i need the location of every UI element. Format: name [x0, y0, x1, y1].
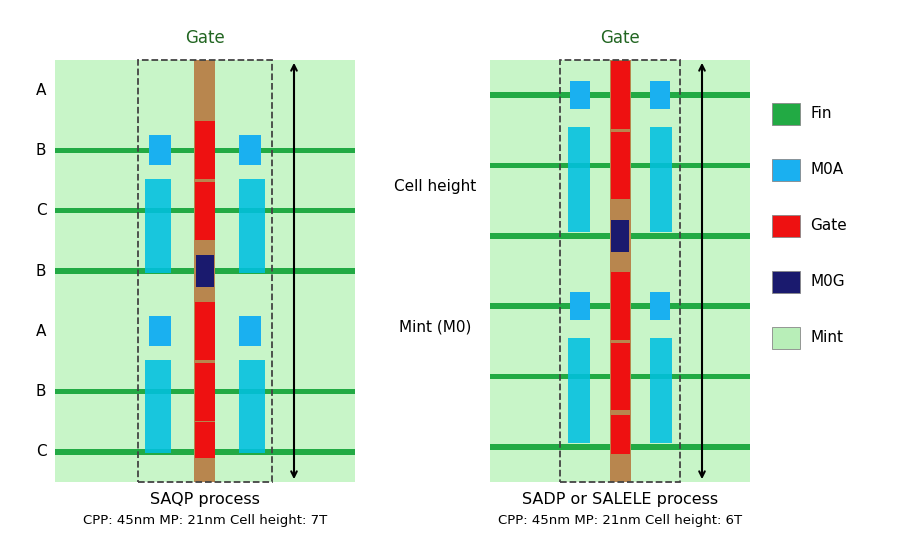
Text: B: B — [36, 384, 46, 399]
Text: Cell height: Cell height — [394, 179, 476, 195]
Bar — [560, 60, 680, 482]
Bar — [568, 127, 590, 233]
Bar — [772, 327, 800, 349]
Bar — [570, 292, 590, 320]
Bar — [55, 362, 355, 422]
Bar — [610, 61, 629, 129]
Bar — [772, 103, 800, 125]
Bar — [55, 180, 355, 241]
Bar — [55, 120, 355, 180]
Text: A: A — [36, 82, 46, 98]
Bar — [55, 422, 355, 482]
Text: Gate: Gate — [810, 218, 847, 234]
Text: M0A: M0A — [810, 163, 843, 177]
Text: A: A — [36, 324, 46, 339]
Bar — [650, 292, 670, 320]
Bar — [650, 81, 670, 109]
Bar — [145, 179, 171, 273]
Bar — [239, 136, 261, 165]
Text: SAQP process: SAQP process — [150, 492, 260, 507]
Text: CPP: 45nm MP: 21nm Cell height: 6T: CPP: 45nm MP: 21nm Cell height: 6T — [498, 514, 742, 527]
Bar — [55, 268, 355, 274]
Bar — [55, 301, 355, 362]
Bar — [490, 60, 750, 482]
Bar — [610, 415, 629, 454]
Bar — [568, 338, 590, 443]
Bar — [609, 60, 631, 482]
Bar — [490, 163, 750, 168]
Bar — [55, 389, 355, 395]
Bar — [490, 444, 750, 449]
Bar — [195, 363, 215, 421]
Bar — [145, 360, 171, 453]
Bar — [610, 132, 629, 199]
Bar — [650, 127, 672, 233]
Bar — [772, 215, 800, 237]
Bar — [195, 302, 215, 360]
Bar — [570, 81, 590, 109]
Text: Gate: Gate — [600, 29, 640, 47]
Bar — [610, 273, 629, 340]
Bar — [611, 220, 629, 251]
Bar — [55, 60, 355, 120]
Bar — [55, 449, 355, 455]
Text: C: C — [36, 203, 46, 218]
Bar — [490, 304, 750, 309]
Bar — [55, 60, 355, 482]
Bar — [195, 182, 215, 240]
Bar — [772, 159, 800, 181]
Text: Mint: Mint — [810, 331, 843, 345]
Bar — [55, 241, 355, 301]
Bar — [490, 374, 750, 379]
Bar — [196, 255, 214, 287]
Text: Gate: Gate — [185, 29, 225, 47]
Bar — [149, 136, 171, 165]
Text: M0G: M0G — [810, 274, 844, 289]
Bar — [490, 233, 750, 238]
Text: SADP or SALELE process: SADP or SALELE process — [522, 492, 718, 507]
Bar — [149, 317, 171, 346]
Bar — [194, 60, 215, 482]
Text: B: B — [36, 263, 46, 279]
Bar — [239, 317, 261, 346]
Text: Mint (M0): Mint (M0) — [399, 319, 472, 334]
Bar — [650, 338, 672, 443]
Bar — [772, 271, 800, 293]
Bar — [195, 121, 215, 179]
Bar — [239, 179, 265, 273]
Text: Fin: Fin — [810, 106, 832, 121]
Bar — [195, 422, 215, 458]
Bar — [55, 208, 355, 214]
Text: B: B — [36, 143, 46, 158]
Text: C: C — [36, 444, 46, 460]
Bar — [138, 60, 272, 482]
Bar — [490, 93, 750, 98]
Bar — [55, 147, 355, 153]
Bar — [610, 343, 629, 410]
Text: CPP: 45nm MP: 21nm Cell height: 7T: CPP: 45nm MP: 21nm Cell height: 7T — [83, 514, 327, 527]
Bar — [239, 360, 265, 453]
